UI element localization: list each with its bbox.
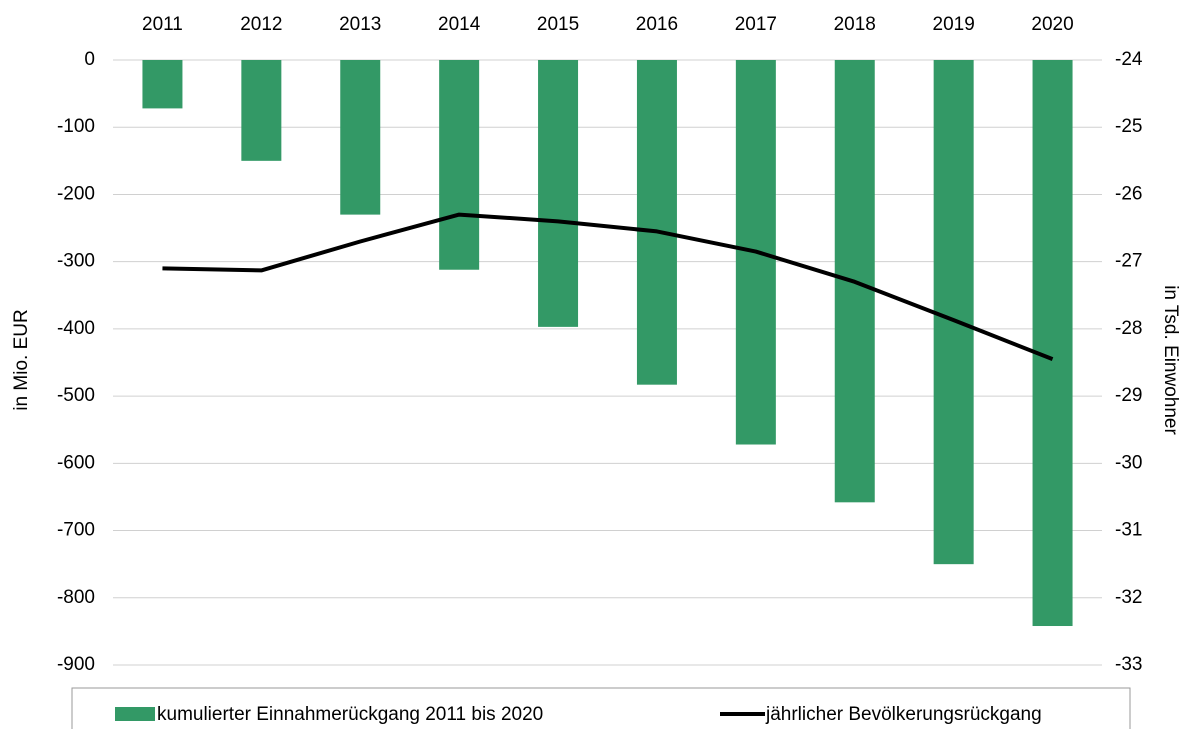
x-tick-label: 2015: [537, 14, 579, 35]
bar: [142, 60, 183, 109]
legend-label: kumulierter Einnahmerückgang 2011 bis 20…: [157, 704, 543, 725]
x-tick-label: 2016: [636, 14, 678, 35]
x-tick-label: 2019: [933, 14, 975, 35]
y2-axis-label: in Tsd. Einwohner: [1160, 285, 1181, 435]
bar: [636, 60, 677, 385]
y-tick-label: -100: [57, 116, 95, 137]
y2-tick-label: -29: [1115, 385, 1142, 406]
y-tick-label: -300: [57, 251, 95, 272]
line: [162, 212, 1054, 361]
bar: [1032, 60, 1073, 627]
bar: [439, 60, 480, 270]
y2-tick-label: -32: [1115, 587, 1142, 608]
y2-tick-label: -27: [1115, 251, 1142, 272]
x-tick-label: 2018: [834, 14, 876, 35]
x-tick-label: 2013: [339, 14, 381, 35]
bar: [538, 60, 579, 327]
legend-box: [71, 687, 1131, 729]
y-tick-label: -400: [57, 318, 95, 339]
x-tick-label: 2014: [438, 14, 481, 35]
y2-tick-label: -31: [1115, 520, 1142, 541]
y-axis-label: in Mio. EUR: [11, 309, 32, 410]
x-tick-label: 2020: [1031, 14, 1073, 35]
y-tick-label: -800: [57, 587, 95, 608]
x-tick-label: 2011: [142, 14, 183, 35]
y2-tick-label: -26: [1115, 183, 1142, 204]
legend-label: jährlicher Bevölkerungsrückgang: [765, 704, 1042, 725]
y2-tick-label: -25: [1115, 116, 1142, 137]
y-tick-label: -900: [57, 654, 95, 675]
x-tick-label: 2012: [240, 14, 282, 35]
y2-tick-label: -28: [1115, 318, 1142, 339]
y-tick-label: -500: [57, 385, 95, 406]
y-tick-label: -200: [57, 183, 95, 204]
y2-tick-label: -24: [1115, 49, 1143, 70]
y-tick-label: 0: [84, 49, 95, 70]
bar: [340, 60, 381, 215]
y-tick-label: -700: [57, 520, 95, 541]
bar: [933, 60, 974, 565]
legend-swatch: [115, 707, 155, 721]
bar: [241, 60, 282, 161]
y-tick-label: -600: [57, 452, 95, 473]
x-tick-label: 2017: [735, 14, 777, 35]
y2-tick-label: -33: [1115, 654, 1142, 675]
y2-tick-label: -30: [1115, 452, 1142, 473]
